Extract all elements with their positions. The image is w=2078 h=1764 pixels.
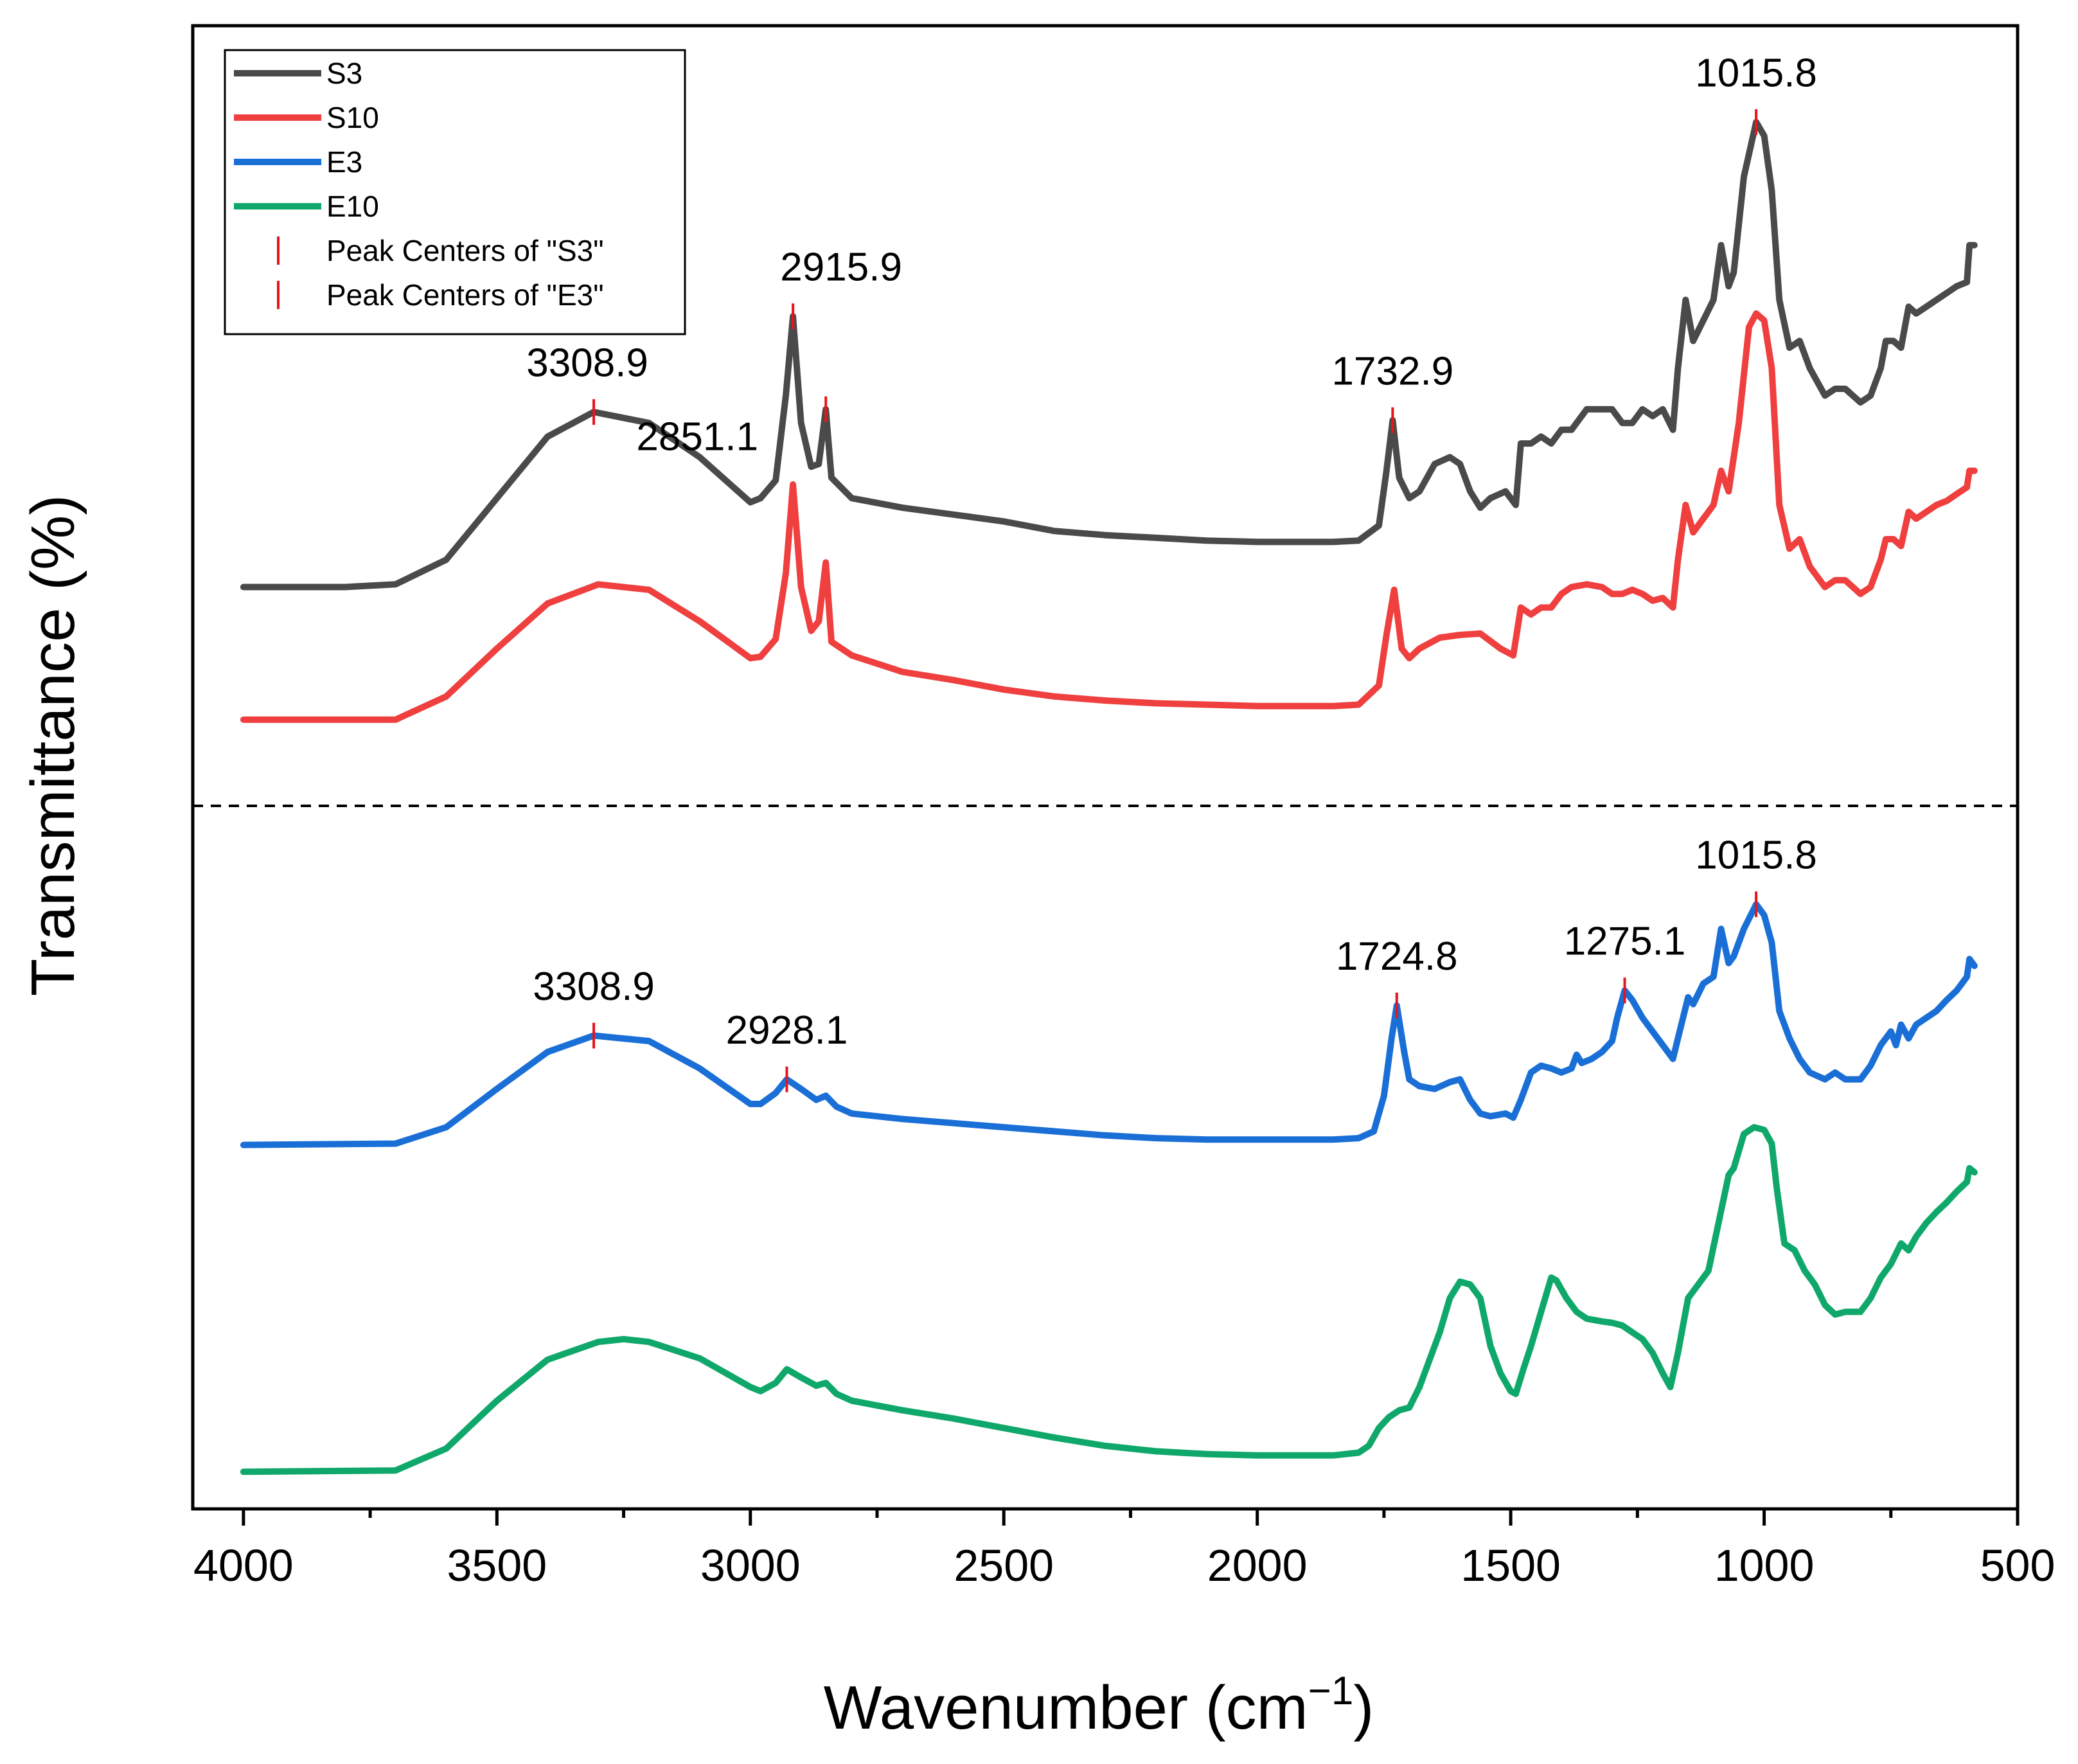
peak-label-s3-2915.9: 2915.9 — [780, 245, 902, 290]
x-axis-title-superscript: −1 — [1308, 1669, 1354, 1713]
peak-label-s3-1015.8: 1015.8 — [1695, 51, 1817, 95]
legend: S3 S10 E3 E10 Peak Centers of "S3" Peak Cente… — [224, 49, 686, 335]
peak-label-e3-1724.8: 1724.8 — [1336, 934, 1458, 979]
series-line-s10 — [240, 310, 1978, 723]
axes: 4000 3500 3000 2500 2000 1500 1000 500 — [191, 24, 2056, 1590]
legend-label-4: Peak Centers of "S3" — [326, 234, 604, 267]
legend-label-1: S10 — [326, 101, 379, 134]
x-tick-label-3000: 3000 — [700, 1540, 801, 1590]
series-line-e3 — [240, 901, 1978, 1148]
legend-label-2: E3 — [326, 145, 362, 179]
series-line-e10 — [240, 1124, 1978, 1475]
peak-label-e3-3308.9: 3308.9 — [533, 965, 655, 1009]
plot-area: 3308.9 2915.9 2851.1 1732.9 1015.8 3308.9 2928… — [193, 51, 2018, 1475]
x-tick-label-500: 500 — [1980, 1540, 2056, 1590]
x-tick-label-4000: 4000 — [193, 1540, 294, 1590]
legend-box — [224, 49, 686, 335]
peak-label-e3-1015.8: 1015.8 — [1695, 833, 1817, 878]
legend-label-5: Peak Centers of "E3" — [326, 278, 604, 312]
x-axis-title-close: ) — [1353, 1673, 1374, 1742]
series-line-s3 — [240, 119, 1978, 591]
x-tick-label-2000: 2000 — [1207, 1540, 1308, 1590]
peak-label-e3-2928.1: 2928.1 — [726, 1008, 848, 1053]
peak-label-e3-1275.1: 1275.1 — [1564, 920, 1686, 964]
peak-label-s3-3308.9: 3308.9 — [526, 341, 648, 386]
x-tick-label-3500: 3500 — [447, 1540, 547, 1590]
x-axis-title: Wavenumber (cm−1) — [824, 1669, 1374, 1742]
legend-label-3: E10 — [326, 190, 379, 223]
plot-frame — [191, 24, 2020, 1511]
y-axis-title: Transmittance (%) — [19, 495, 87, 997]
peak-label-s3-2851.1: 2851.1 — [636, 415, 758, 459]
x-tick-label-1000: 1000 — [1714, 1540, 1815, 1590]
peak-label-s3-1732.9: 1732.9 — [1332, 349, 1454, 393]
x-axis-title-main: Wavenumber (cm — [824, 1673, 1308, 1742]
x-tick-label-2500: 2500 — [954, 1540, 1054, 1590]
x-tick-label-1500: 1500 — [1461, 1540, 1561, 1590]
legend-label-0: S3 — [326, 57, 362, 90]
